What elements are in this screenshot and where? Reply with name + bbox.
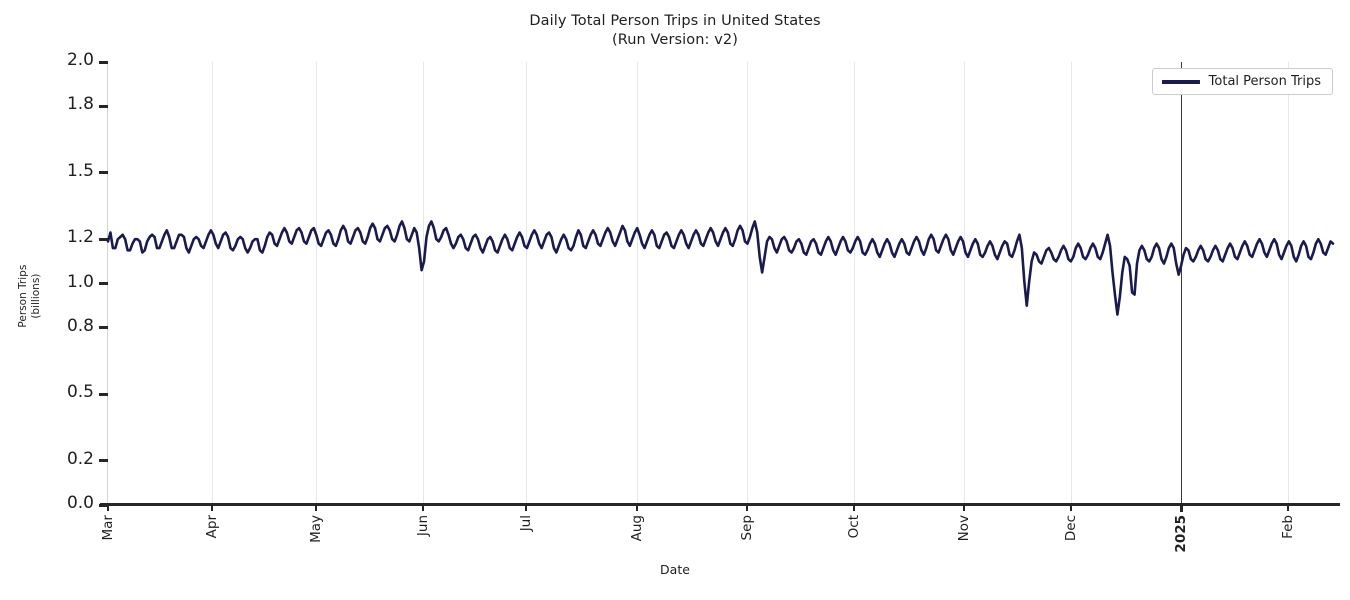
x-tick-label-text: Jun bbox=[414, 515, 431, 537]
x-tick-mark bbox=[635, 504, 638, 511]
y-tick-mark bbox=[99, 104, 108, 108]
x-tick-mark bbox=[525, 504, 528, 511]
gridline-vertical bbox=[636, 62, 638, 505]
y-tick-label: 1.5 bbox=[66, 160, 94, 181]
gridline-vertical bbox=[853, 62, 855, 505]
gridline-vertical bbox=[746, 62, 748, 505]
x-tick-label-text: 2025 bbox=[1173, 515, 1190, 553]
plot-area bbox=[106, 62, 1335, 505]
gridline-vertical bbox=[526, 62, 528, 505]
gridline-vertical bbox=[316, 62, 317, 505]
year-divider-line bbox=[1181, 62, 1183, 505]
legend-label-total-person-trips: Total Person Trips bbox=[1208, 74, 1321, 89]
x-tick-label-text: Aug bbox=[628, 515, 645, 542]
y-tick-label: 0.0 bbox=[66, 493, 94, 513]
x-tick-mark bbox=[745, 504, 748, 511]
y-tick-mark bbox=[99, 326, 108, 330]
x-tick-mark bbox=[1069, 504, 1072, 511]
y-tick-label: 1.8 bbox=[66, 94, 94, 115]
gridline-vertical bbox=[212, 62, 214, 505]
x-tick-label-text: Jul bbox=[518, 515, 535, 532]
y-tick-mark bbox=[99, 171, 108, 175]
y-tick-mark bbox=[99, 392, 108, 396]
x-axis-spine bbox=[100, 503, 1340, 506]
y-tick-label: 1.0 bbox=[66, 271, 94, 292]
y-tick-label: 2.0 bbox=[66, 50, 94, 70]
y-tick-label: 0.2 bbox=[66, 448, 94, 469]
y-tick-label: 0.8 bbox=[66, 315, 94, 336]
x-tick-mark bbox=[107, 504, 109, 511]
x-tick-mark bbox=[1179, 504, 1183, 512]
chart-title-block: Daily Total Person Trips in United State… bbox=[0, 12, 1350, 49]
y-tick-mark bbox=[99, 282, 108, 285]
x-tick-mark bbox=[963, 504, 966, 511]
x-tick-mark bbox=[211, 504, 214, 511]
x-tick-label-text: May bbox=[308, 515, 324, 543]
x-tick-label-text: Feb bbox=[1279, 515, 1296, 539]
x-tick-label-text: Apr bbox=[204, 515, 221, 539]
y-axis-label-line2: (billions) bbox=[30, 273, 42, 319]
series-canvas bbox=[106, 220, 1335, 316]
x-tick-label-text: Oct bbox=[845, 515, 862, 539]
y-tick-label: 0.5 bbox=[66, 382, 94, 403]
gridline-vertical bbox=[964, 62, 966, 505]
x-tick-label-text: Sep bbox=[738, 515, 755, 541]
gridline-vertical bbox=[1070, 62, 1072, 505]
y-tick-label: 1.2 bbox=[66, 227, 94, 248]
y-tick-mark bbox=[99, 60, 108, 64]
y-axis-label-line1: Person Trips bbox=[16, 264, 29, 328]
y-axis-label: Person Trips (billions) bbox=[17, 236, 43, 356]
x-tick-mark bbox=[1286, 504, 1289, 511]
x-tick-mark bbox=[315, 504, 317, 511]
x-tick-label-text: Mar bbox=[100, 515, 116, 541]
chart-subtitle: (Run Version: v2) bbox=[611, 31, 739, 48]
x-tick-mark bbox=[421, 504, 424, 511]
x-tick-mark bbox=[852, 504, 855, 511]
line-series-total-person-trips bbox=[106, 220, 1335, 316]
page-title: Daily Total Person Trips in United State… bbox=[529, 13, 821, 29]
chart-legend[interactable]: Total Person Trips bbox=[1151, 68, 1333, 95]
x-tick-label-text: Dec bbox=[1062, 515, 1079, 542]
gridline-vertical bbox=[1287, 62, 1289, 505]
gridline-vertical bbox=[422, 62, 424, 505]
legend-line-swatch bbox=[1161, 79, 1200, 84]
y-tick-mark bbox=[99, 459, 108, 463]
y-tick-mark bbox=[99, 237, 108, 241]
x-tick-label-text: Nov bbox=[956, 515, 973, 542]
x-axis-label: Date bbox=[660, 562, 690, 577]
